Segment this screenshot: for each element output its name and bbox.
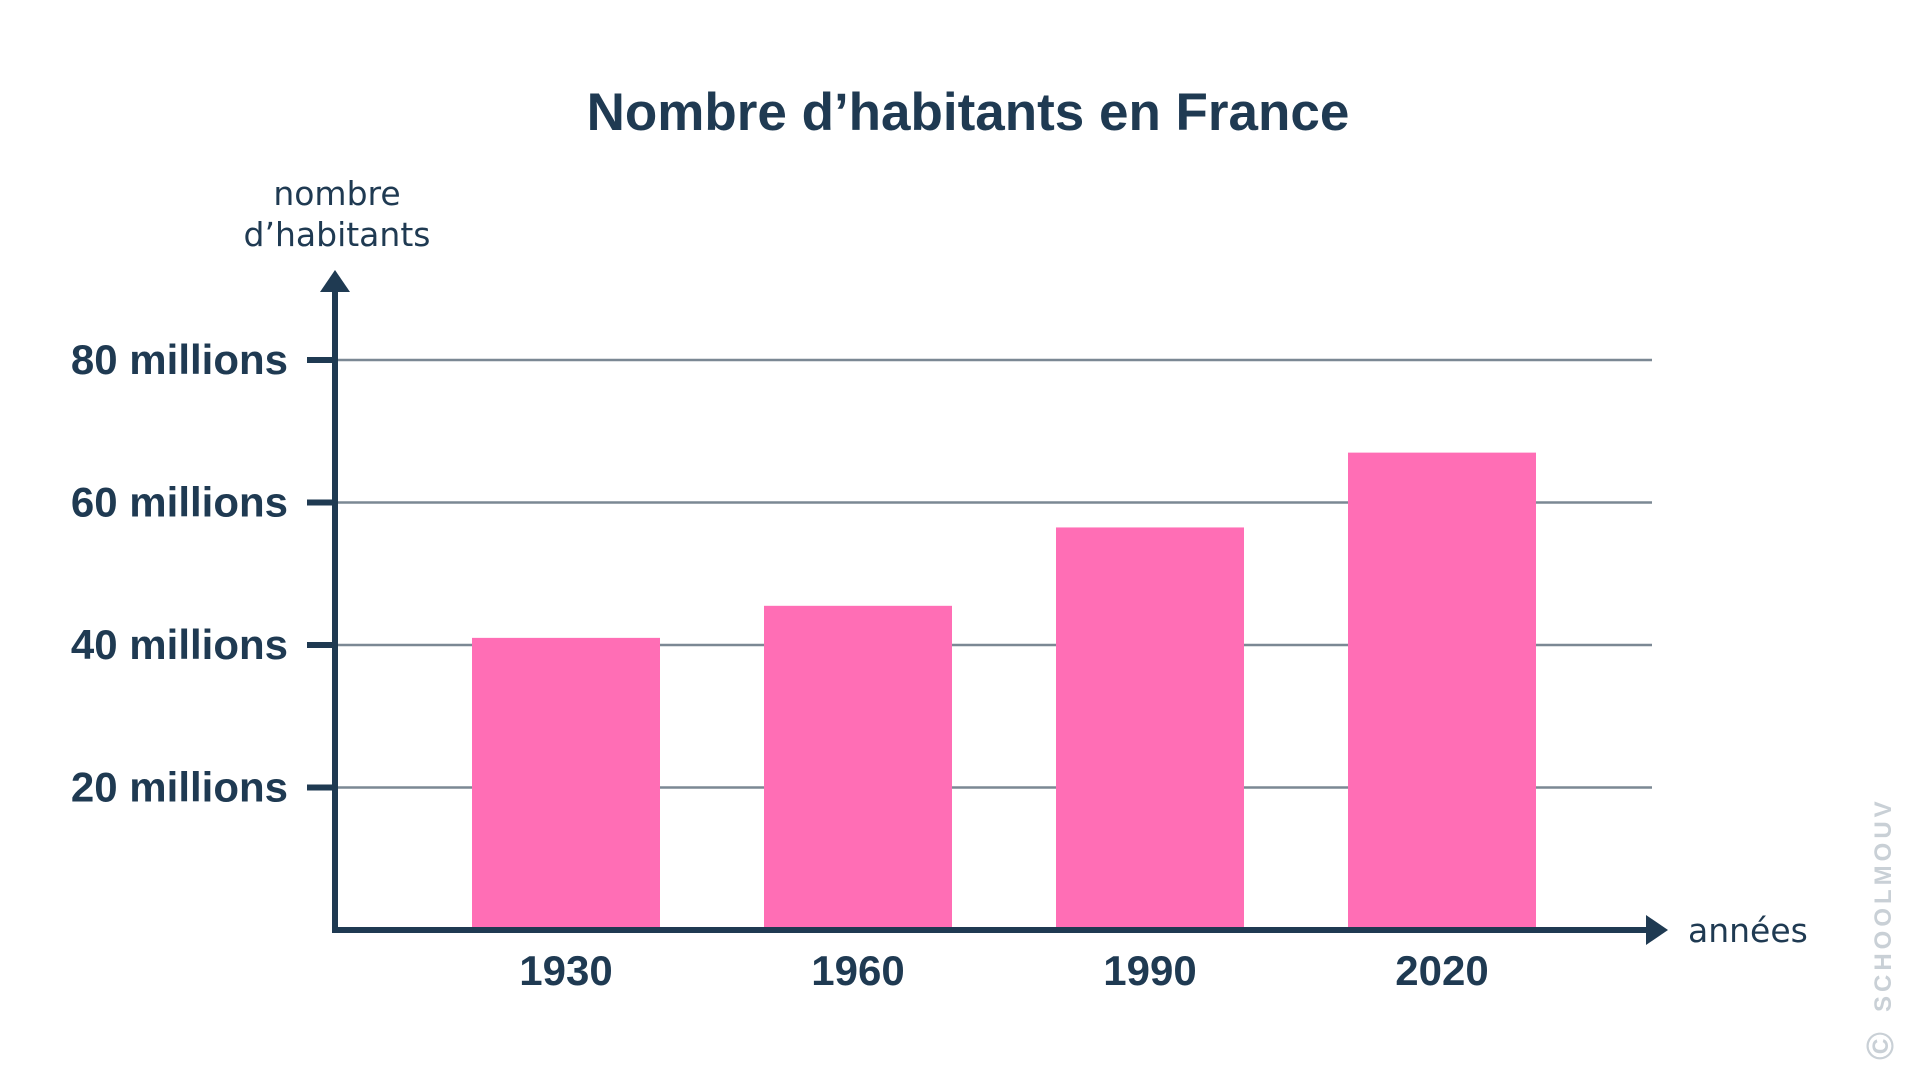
x-axis-label: années — [1688, 911, 1808, 950]
x-tick-label: 1930 — [519, 947, 612, 994]
bar-1990 — [1056, 527, 1244, 930]
x-axis — [332, 915, 1668, 945]
x-ticks: 1930 1960 1990 2020 — [519, 947, 1488, 994]
y-axis-label-line2: d’habitants — [244, 215, 431, 254]
y-tick-label: 40 millions — [71, 621, 288, 668]
watermark: © SCHOOLMOUV — [1860, 797, 1902, 1060]
y-tick-label: 60 millions — [71, 479, 288, 526]
bar-2020 — [1348, 452, 1536, 930]
watermark-symbol: © — [1860, 1032, 1902, 1060]
x-tick-label: 1990 — [1103, 947, 1196, 994]
bars — [472, 452, 1536, 930]
y-ticks: 20 millions 40 millions 60 millions 80 mill… — [71, 336, 335, 811]
y-axis-label-line1: nombre — [273, 174, 400, 213]
y-tick-label: 20 millions — [71, 764, 288, 811]
y-axis-arrowhead — [320, 270, 350, 292]
chart-title: Nombre d’habitants en France — [587, 83, 1350, 142]
watermark-text: SCHOOLMOUV — [1870, 797, 1897, 1012]
x-axis-arrowhead — [1646, 915, 1668, 945]
x-tick-label: 2020 — [1395, 947, 1488, 994]
y-axis — [320, 270, 350, 930]
bar-1930 — [472, 637, 660, 930]
bar-1960 — [764, 605, 952, 930]
y-tick-label: 80 millions — [71, 336, 288, 383]
x-tick-label: 1960 — [811, 947, 904, 994]
